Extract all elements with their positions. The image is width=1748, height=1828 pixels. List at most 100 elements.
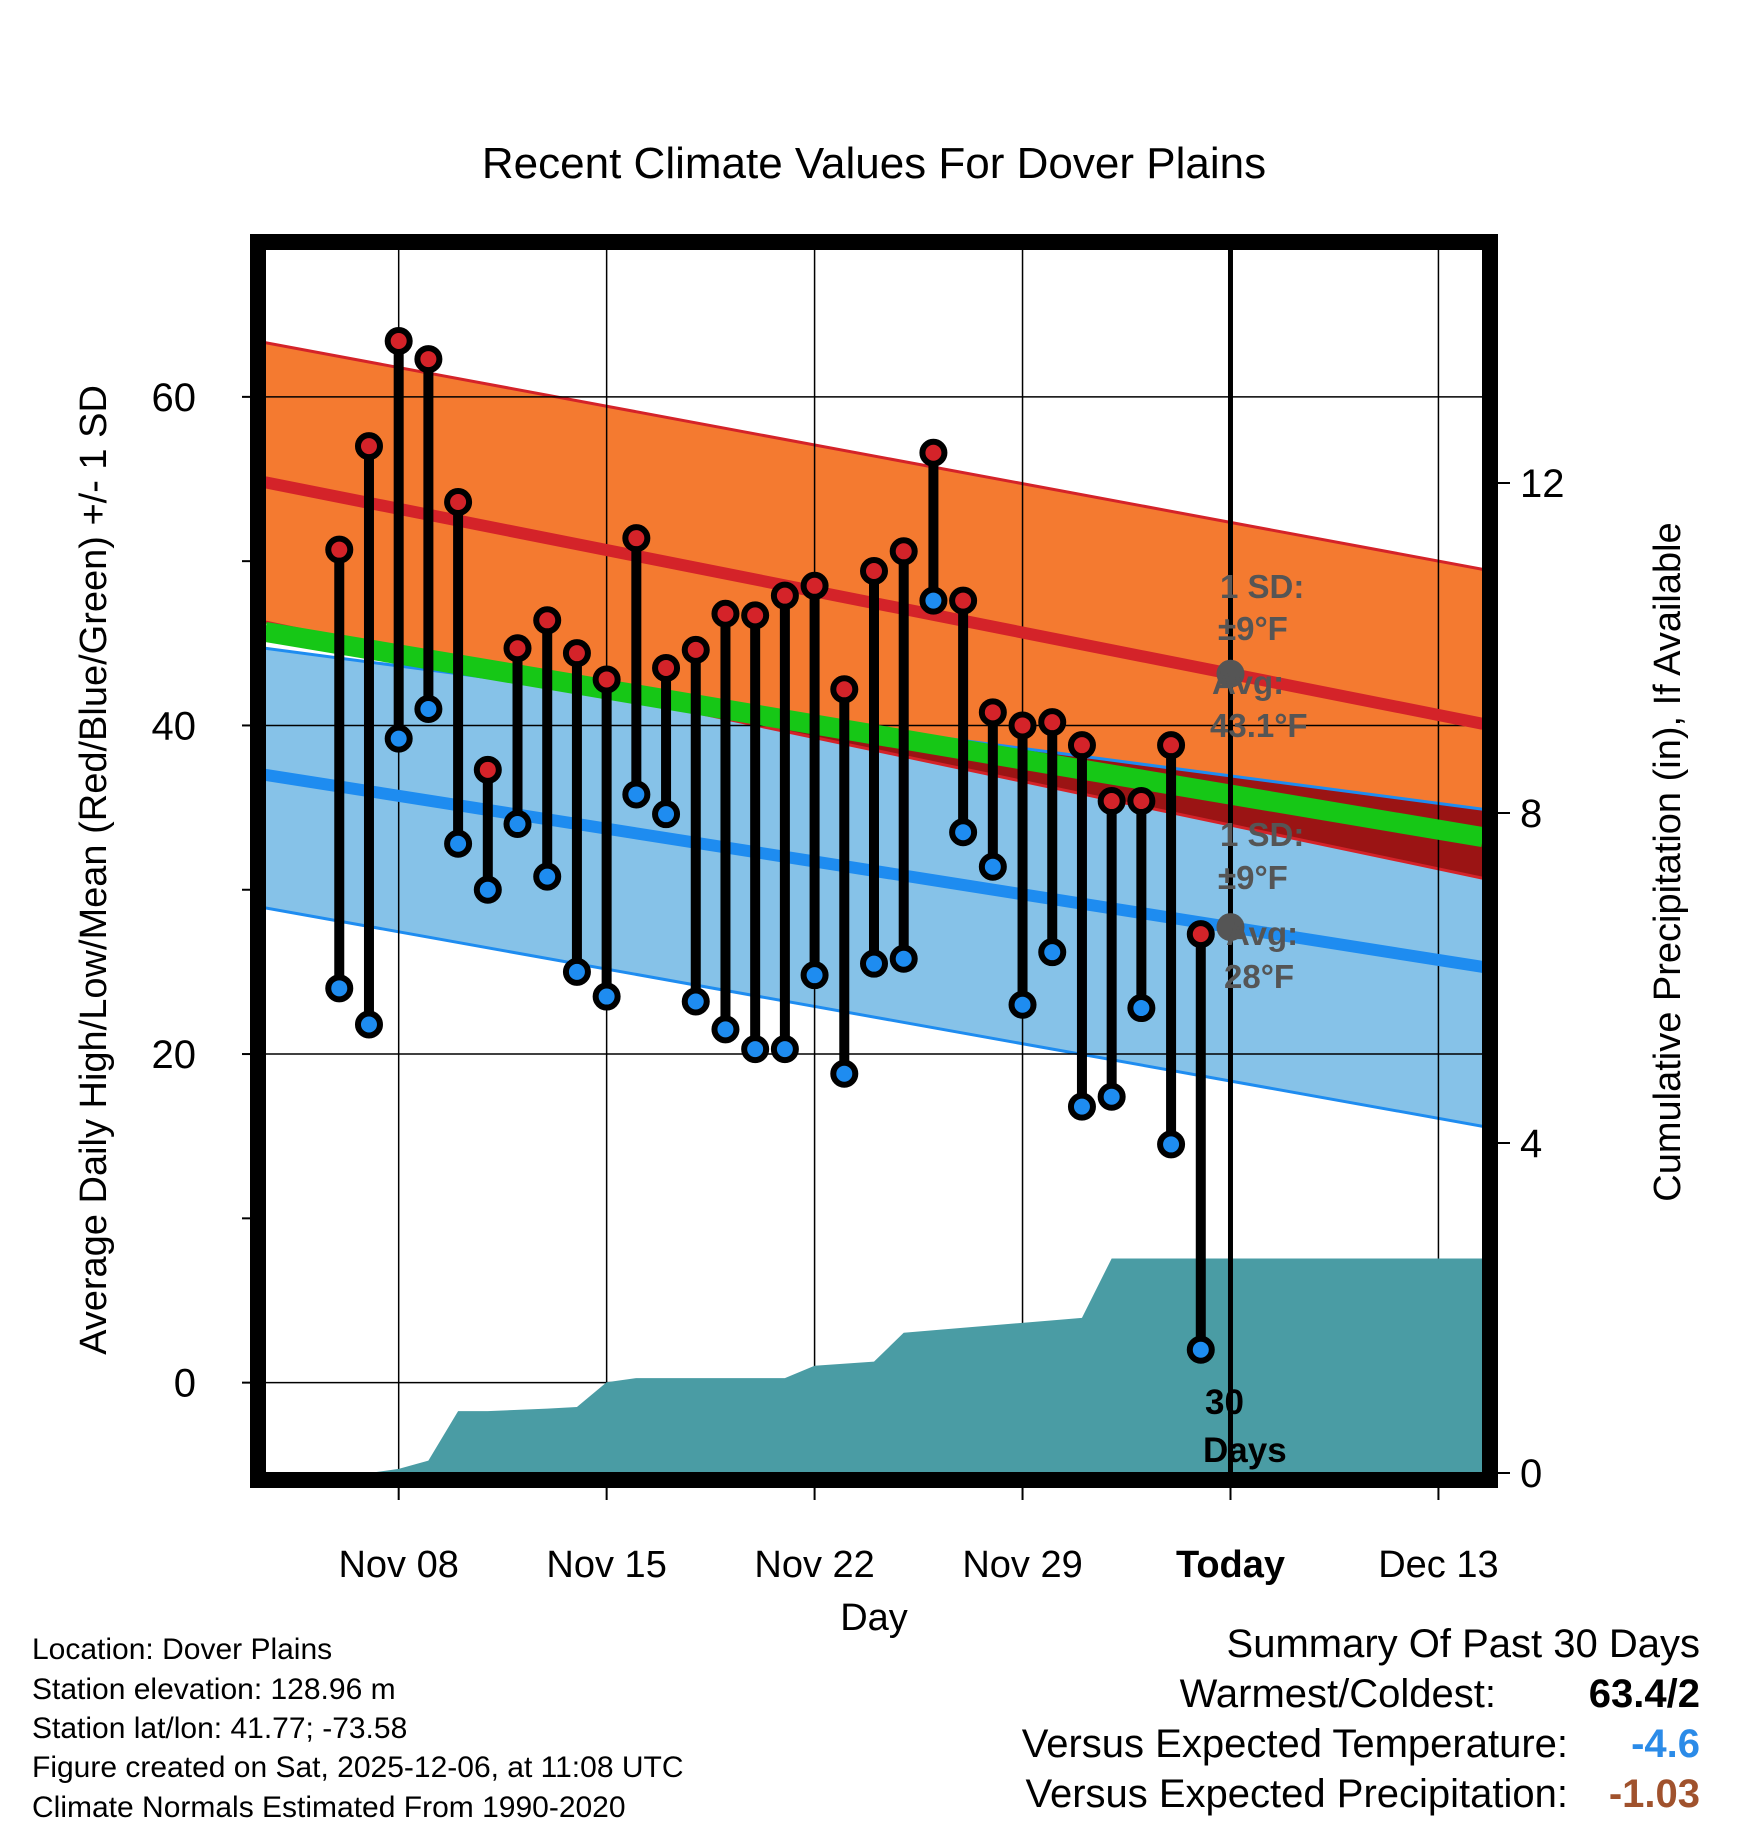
- daily-low-point: [533, 862, 562, 891]
- today-low-avg-dot: [1216, 913, 1245, 942]
- low-avg-value: 28°F: [1224, 958, 1294, 995]
- daily-high-point: [622, 524, 651, 553]
- y2-axis-label: Cumulative Precipitation (in), If Availa…: [1647, 522, 1689, 1201]
- daily-low-point: [1067, 1092, 1096, 1121]
- x-tick-label: Nov 15: [546, 1544, 666, 1586]
- daily-low-point: [444, 829, 473, 858]
- x-tick-label: Dec 13: [1378, 1544, 1498, 1586]
- daily-low-point: [1038, 938, 1067, 967]
- daily-high-point: [1186, 920, 1215, 949]
- daily-high-point: [325, 535, 354, 564]
- y2-tick-label: 12: [1520, 462, 1565, 506]
- summary-precip-value: -1.03: [1609, 1772, 1700, 1816]
- daily-low-point: [562, 957, 591, 986]
- y-axis: 0 20 40 60: [152, 376, 250, 1406]
- info-normals: Climate Normals Estimated From 1990-2020: [32, 1791, 626, 1824]
- daily-low-point: [1127, 994, 1156, 1023]
- daily-low-point: [830, 1059, 859, 1088]
- daily-high-point: [681, 635, 710, 664]
- daily-high-point: [1157, 731, 1186, 760]
- daily-low-point: [978, 852, 1007, 881]
- daily-high-point: [354, 432, 383, 461]
- daily-low-point: [770, 1035, 799, 1064]
- today-high-avg-dot: [1216, 659, 1245, 688]
- summary-temp-label: Versus Expected Temperature:: [1022, 1722, 1568, 1766]
- daily-high-point: [384, 327, 413, 356]
- summary-title: Summary Of Past 30 Days: [1227, 1622, 1700, 1666]
- station-info: Location: Dover Plains Station elevation…: [32, 1633, 684, 1824]
- info-elevation: Station elevation: 128.96 m: [32, 1673, 396, 1706]
- daily-high-point: [1008, 711, 1037, 740]
- daily-high-point: [770, 581, 799, 610]
- daily-high-point: [444, 488, 473, 517]
- daily-high-point: [889, 537, 918, 566]
- daily-low-point: [652, 800, 681, 829]
- y-tick-label: 40: [152, 704, 197, 748]
- low-avg-label: Avg:: [1226, 915, 1298, 952]
- summary-warm-cold-label: Warmest/Coldest:: [1180, 1672, 1496, 1716]
- daily-high-point: [414, 345, 443, 374]
- daily-low-point: [741, 1035, 770, 1064]
- daily-low-point: [1186, 1335, 1215, 1364]
- daily-high-point: [860, 557, 888, 586]
- days-count: 30: [1205, 1383, 1244, 1422]
- daily-high-point: [1127, 787, 1156, 816]
- daily-low-point: [1008, 990, 1037, 1019]
- y-axis-label: Average Daily High/Low/Mean (Red/Blue/Gr…: [73, 385, 115, 1355]
- y2-tick-label: 4: [1520, 1122, 1542, 1166]
- x-axis-label: Day: [840, 1597, 908, 1639]
- daily-low-point: [1097, 1082, 1126, 1111]
- x-tick-label: Today: [1176, 1544, 1285, 1586]
- daily-high-point: [800, 571, 829, 600]
- summary-temp-value: -4.6: [1631, 1722, 1700, 1766]
- daily-high-point: [949, 586, 978, 615]
- daily-low-point: [503, 810, 532, 839]
- days-word: Days: [1203, 1431, 1287, 1470]
- daily-low-point: [473, 875, 502, 904]
- daily-low-point: [1157, 1130, 1186, 1159]
- x-tick-label: Nov 08: [338, 1544, 458, 1586]
- daily-high-point: [919, 438, 948, 467]
- precip-area: [265, 1258, 1483, 1473]
- daily-low-point: [414, 695, 443, 724]
- daily-high-point: [1067, 731, 1096, 760]
- daily-low-point: [860, 949, 888, 978]
- low-lower-sd-line: [265, 906, 1483, 1128]
- daily-high-point: [741, 601, 770, 630]
- high-avg-label: Avg:: [1212, 664, 1284, 701]
- chart-title: Recent Climate Values For Dover Plains: [482, 139, 1266, 188]
- daily-low-point: [889, 944, 918, 973]
- daily-high-point: [533, 606, 562, 635]
- daily-high-point: [473, 755, 502, 784]
- high-sd-value: ±9°F: [1218, 610, 1288, 647]
- daily-low-point: [949, 818, 978, 847]
- daily-high-point: [562, 639, 591, 668]
- daily-high-point: [652, 653, 681, 682]
- y2-tick-label: 8: [1520, 792, 1542, 836]
- daily-low-point: [711, 1015, 740, 1044]
- y-tick-label: 20: [152, 1033, 197, 1077]
- daily-low-point: [325, 974, 354, 1003]
- summary-precip-label: Versus Expected Precipitation:: [1025, 1772, 1568, 1816]
- summary-panel: Summary Of Past 30 Days Warmest/Coldest:…: [1022, 1622, 1700, 1816]
- x-axis: Nov 08 Nov 15 Nov 22 Nov 29 Today Dec 13: [338, 1488, 1499, 1586]
- daily-high-point: [1038, 708, 1067, 737]
- x-tick-label: Nov 29: [962, 1544, 1082, 1586]
- daily-low-point: [384, 724, 413, 753]
- high-sd-label: 1 SD:: [1220, 568, 1304, 605]
- plot-frame: [250, 234, 1498, 1488]
- summary-warm-cold-value: 63.4/2: [1589, 1672, 1700, 1716]
- info-location: Location: Dover Plains: [32, 1633, 332, 1666]
- daily-low-point: [354, 1010, 383, 1039]
- daily-low-point: [622, 780, 651, 809]
- daily-high-point: [978, 698, 1007, 727]
- y2-axis: 0 4 8 12: [1498, 462, 1565, 1496]
- y2-tick-label: 0: [1520, 1452, 1542, 1496]
- daily-high-point: [503, 634, 532, 663]
- y-tick-label: 0: [174, 1362, 196, 1406]
- info-latlon: Station lat/lon: 41.77; -73.58: [32, 1712, 407, 1745]
- daily-high-point: [711, 599, 740, 628]
- daily-low-point: [681, 987, 710, 1016]
- daily-high-point: [1097, 787, 1126, 816]
